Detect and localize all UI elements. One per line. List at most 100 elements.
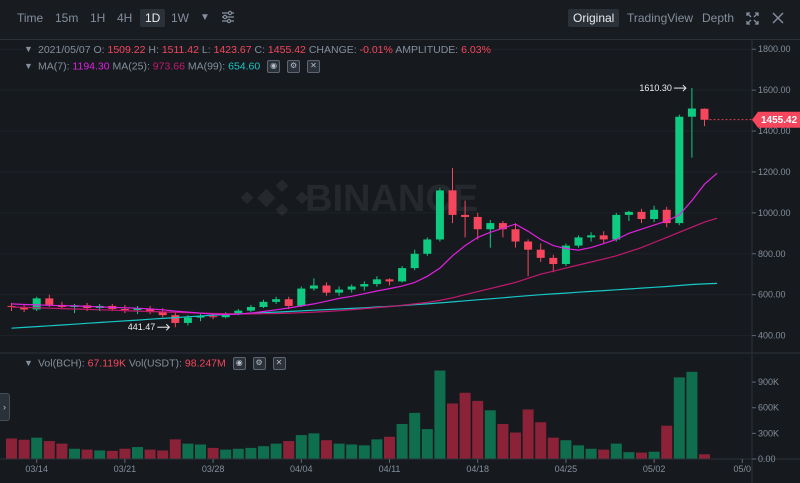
price-tick-label: 600.00	[758, 290, 786, 300]
volume-bar	[396, 423, 408, 459]
volume-bar	[560, 440, 572, 459]
high-annotation: 1610.30	[639, 83, 672, 93]
ohlc-legend: 2021/05/07 O: 1509.22 H: 1511.42 L: 1423…	[38, 44, 491, 56]
vol-settings-gear-icon[interactable]: ⚙	[252, 357, 266, 370]
volume-bar	[94, 450, 106, 459]
interval-time[interactable]: Time	[17, 11, 44, 25]
candle-body	[435, 190, 444, 240]
vol-remove-close-icon[interactable]: ✕	[272, 357, 286, 370]
volume-bar	[535, 422, 547, 459]
volume-bar	[333, 443, 345, 459]
ma7-line	[11, 172, 718, 316]
candle-body	[45, 298, 54, 305]
volume-bar	[81, 449, 93, 459]
indicator-settings-icon[interactable]	[221, 10, 235, 27]
volume-axis: 900K 600K 300K 0.00	[752, 377, 779, 464]
candle-body	[347, 286, 356, 290]
ma99-label: MA(99):	[187, 60, 226, 73]
candle-body	[20, 306, 29, 310]
interval-4h[interactable]: 4H	[117, 11, 133, 25]
view-original[interactable]: Original	[568, 9, 620, 27]
price-tick-label: 1200.00	[758, 167, 791, 177]
interval-1w[interactable]: 1W	[171, 11, 189, 25]
legend-collapse-icon[interactable]: ▼	[24, 44, 33, 54]
vol-visibility-eye-icon[interactable]: ◉	[232, 357, 246, 370]
interval-15m[interactable]: 15m	[55, 11, 79, 25]
volume-bar	[308, 433, 320, 459]
price-tick-label: 800.00	[758, 249, 786, 259]
candle-body	[284, 299, 293, 306]
candle-body	[234, 310, 243, 314]
interval-1d[interactable]: 1D	[140, 9, 166, 27]
volume-bar	[157, 450, 169, 459]
price-chart[interactable]: BINANCE 1800.001600.001400.001200.001000…	[0, 40, 800, 483]
ma7-label: MA(7):	[38, 60, 70, 73]
volume-bar	[119, 448, 131, 459]
volume-bar	[169, 439, 181, 459]
candle-body	[662, 209, 671, 224]
candle-body	[473, 216, 482, 230]
volume-bar	[195, 444, 206, 459]
volume-bar	[132, 447, 143, 459]
volume-tick-label: 900K	[758, 377, 779, 387]
close-label: C:	[254, 44, 266, 56]
price-axis: 1800.00 1600.00 1400.00 1200.00 1000.00 800.0…	[752, 44, 791, 341]
candle-body	[410, 253, 419, 269]
volume-bar	[295, 435, 307, 459]
price-tick-label: 1400.00	[758, 126, 791, 136]
ma-collapse-icon[interactable]: ▼	[24, 61, 33, 71]
high-label: H:	[148, 44, 159, 56]
volume-bar	[207, 447, 219, 459]
price-tick-label: 1000.00	[758, 208, 791, 218]
volume-bar	[648, 451, 660, 459]
volume-bar	[270, 443, 282, 459]
candle-body	[650, 209, 659, 220]
fullscreen-icon[interactable]	[746, 12, 759, 28]
volume-bar	[585, 448, 597, 459]
volume-bar	[321, 440, 332, 459]
candle-body	[183, 317, 192, 323]
ma-visibility-eye-icon[interactable]: ◉	[267, 60, 281, 73]
candle-body	[448, 190, 457, 215]
ma25-value: 973.66	[152, 60, 185, 73]
ma-settings-gear-icon[interactable]: ⚙	[287, 60, 301, 73]
sidebar-expand-handle[interactable]: ›	[0, 393, 10, 421]
candles	[7, 88, 709, 328]
vol-bch-value: 67.119K	[87, 357, 126, 370]
volume-legend: Vol(BCH): 67.119K Vol(USDT): 98.247M ◉ ⚙…	[38, 357, 286, 370]
view-tradingview[interactable]: TradingView	[627, 11, 694, 25]
date-tick-label: 04/18	[466, 464, 489, 474]
ma-remove-close-icon[interactable]: ✕	[307, 60, 320, 73]
ma7-value: 1194.30	[72, 60, 110, 73]
candle-body	[171, 315, 180, 323]
interval-1h[interactable]: 1H	[90, 11, 106, 25]
interval-dropdown-icon[interactable]: ▼	[200, 12, 210, 23]
date-tick-label: 03/14	[25, 464, 48, 474]
amplitude-value: 6.03%	[461, 44, 491, 56]
candle-body	[309, 285, 318, 289]
candle-body	[587, 235, 596, 238]
volume-bar	[56, 443, 68, 459]
candle-body	[221, 313, 230, 318]
vol-collapse-icon[interactable]: ▼	[24, 358, 33, 368]
candle-body	[32, 298, 41, 310]
date-tick-label: 04/25	[555, 464, 578, 474]
close-icon[interactable]	[772, 12, 784, 27]
high-arrow-head	[682, 84, 687, 92]
candle-body	[549, 257, 558, 265]
change-label: CHANGE:	[308, 44, 357, 56]
date-tick-label: 04/04	[290, 464, 313, 474]
price-tick-label: 1800.00	[758, 44, 791, 54]
view-depth[interactable]: Depth	[702, 11, 735, 25]
date-tick-label: 03/21	[114, 464, 137, 474]
volume-bar	[106, 450, 118, 459]
candle-body	[536, 249, 545, 258]
candle-body	[146, 308, 155, 313]
volume-bar	[18, 439, 30, 459]
volume-tick-label: 600K	[758, 403, 779, 413]
volume-bar	[472, 400, 484, 459]
amplitude-label: AMPLITUDE:	[395, 44, 459, 56]
volume-bar	[699, 454, 710, 459]
candle-body	[486, 223, 495, 230]
low-annotation: 441.47	[128, 322, 156, 332]
